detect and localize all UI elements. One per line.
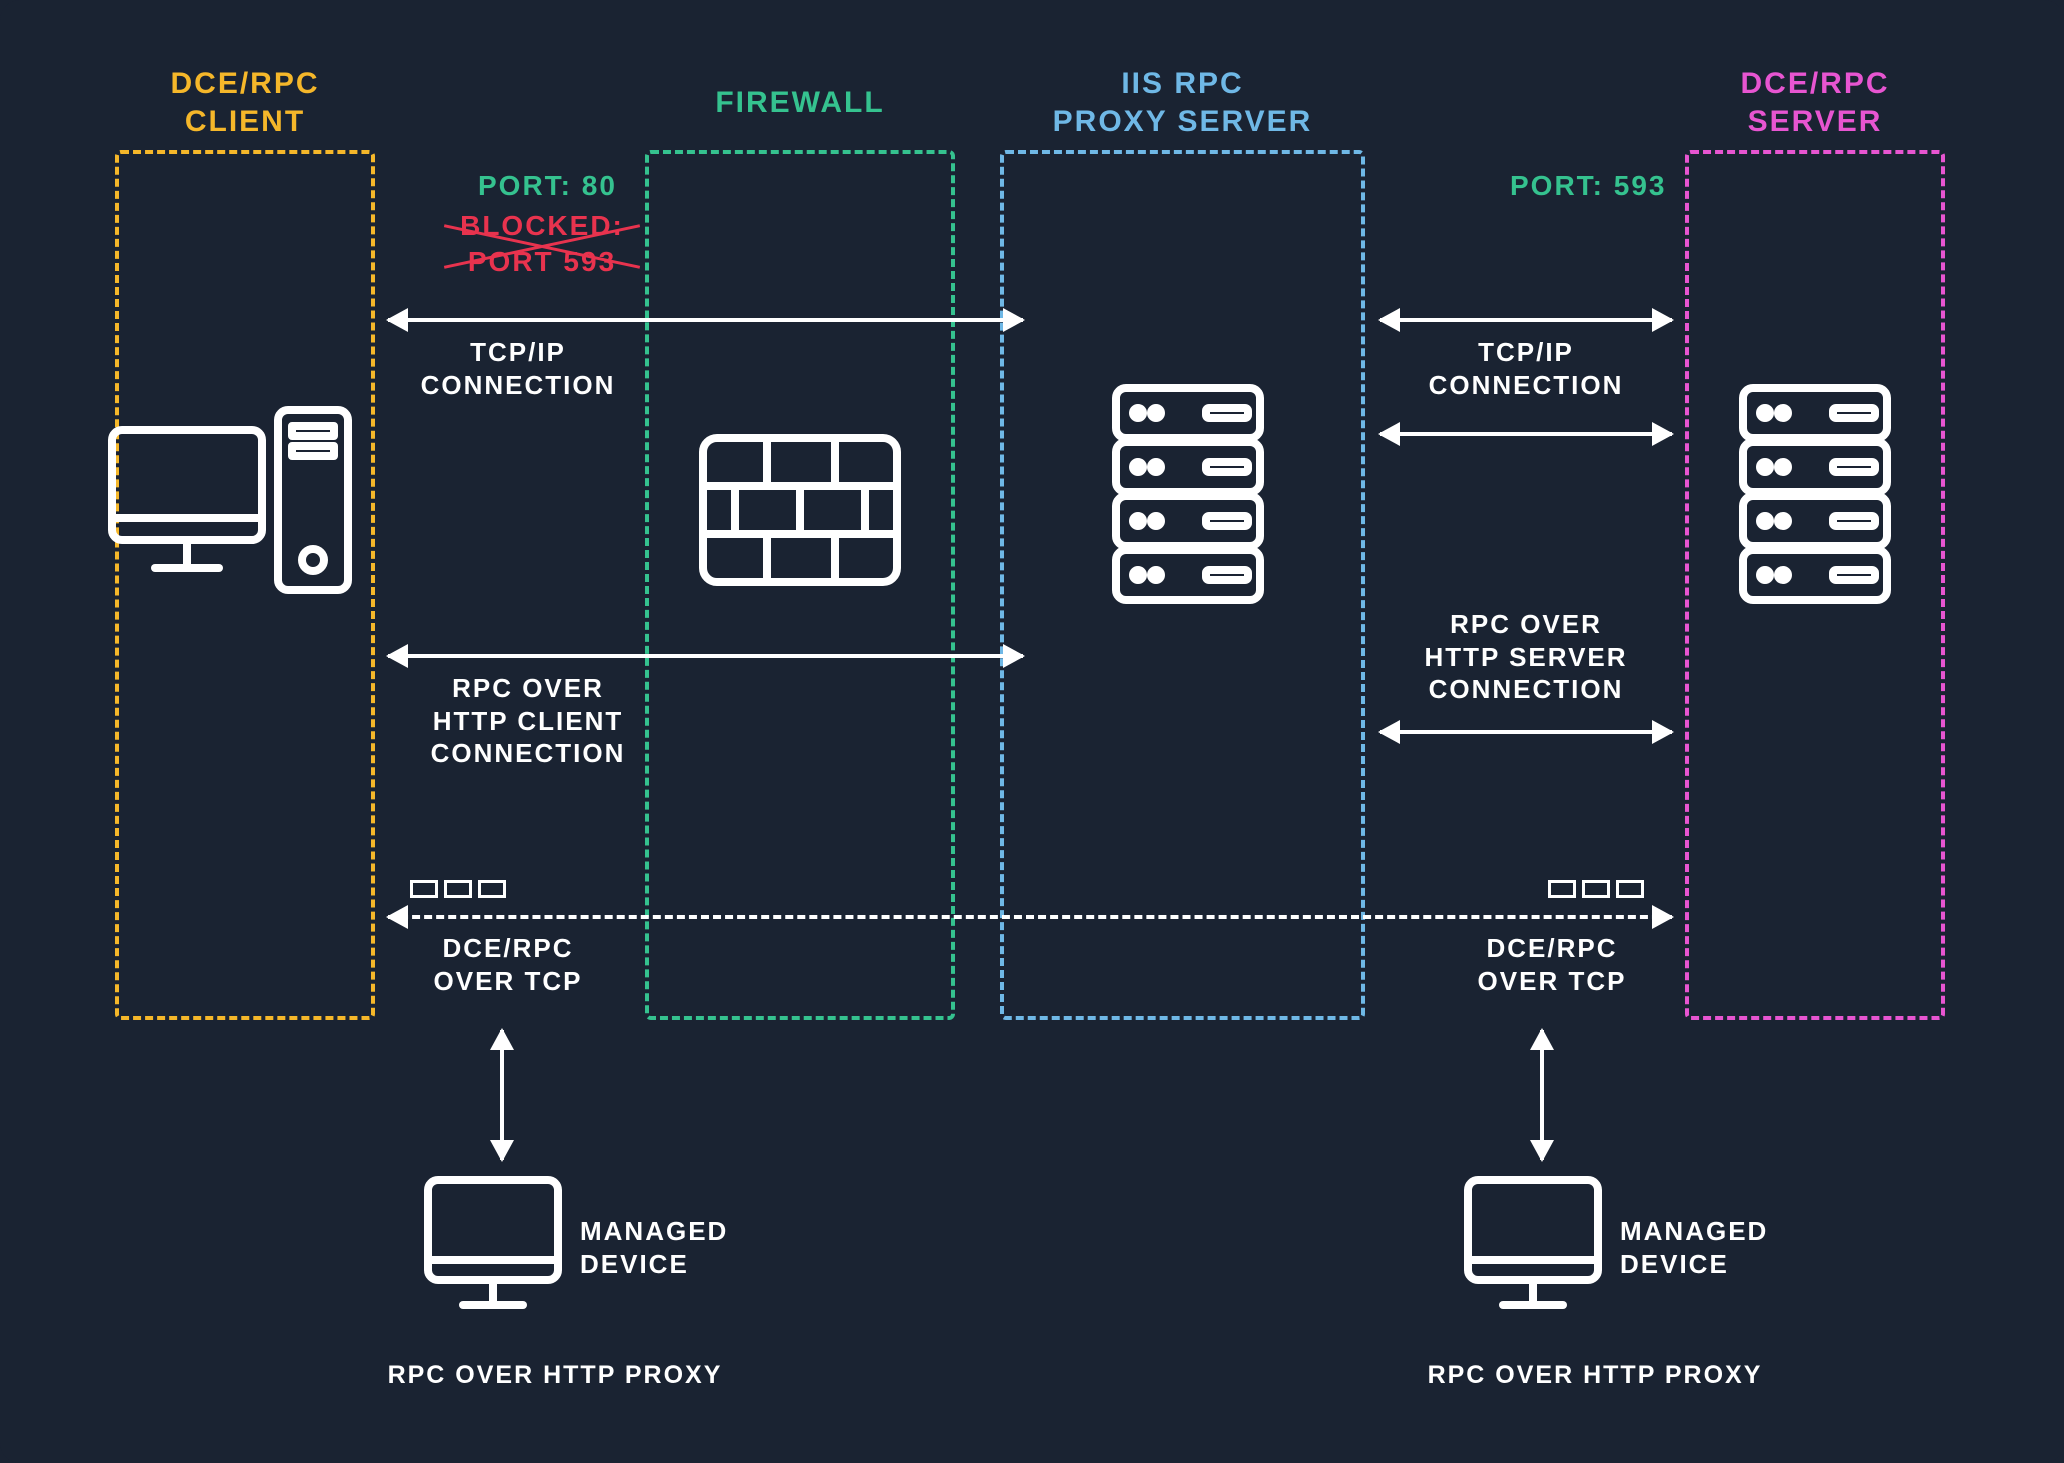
server-rack-icon (1735, 380, 1895, 610)
rpc-server-arrow (1380, 730, 1672, 734)
dce-label-left: DCE/RPCOVER TCP (388, 932, 628, 997)
managed-link-left (500, 1030, 504, 1160)
firewall-icon (695, 430, 905, 590)
tcp-arrow-left (388, 318, 1023, 322)
rpc-client-label: RPC OVERHTTP CLIENTCONNECTION (388, 672, 668, 770)
client-title: DCE/RPCCLIENT (115, 65, 375, 140)
packets-left-icon (410, 880, 506, 898)
tcp-label-left: TCP/IPCONNECTION (388, 336, 648, 401)
packets-right-icon (1548, 880, 1644, 898)
rpc-client-arrow (388, 654, 1023, 658)
managed-title-left: MANAGEDDEVICE (580, 1215, 780, 1280)
tcp-arrow-right-bottom (1380, 432, 1672, 436)
desktop-pc-icon (100, 400, 360, 610)
port-593-label: PORT: 593 (1510, 170, 1667, 202)
managed-caption-left: RPC OVER HTTP PROXY (365, 1360, 745, 1391)
monitor-icon (1458, 1170, 1608, 1325)
firewall-title: FIREWALL (645, 84, 955, 122)
server-rack-icon (1108, 380, 1268, 610)
port-80-label: PORT: 80 (478, 170, 617, 202)
proxy-title: IIS RPCPROXY SERVER (1000, 65, 1365, 140)
dce-arrow-dashed (388, 915, 1672, 919)
dce-label-right: DCE/RPCOVER TCP (1432, 932, 1672, 997)
managed-link-right (1540, 1030, 1544, 1160)
server-title: DCE/RPCSERVER (1685, 65, 1945, 140)
tcp-arrow-right-top (1380, 318, 1672, 322)
blocked-strike-icon (442, 210, 642, 280)
managed-caption-right: RPC OVER HTTP PROXY (1405, 1360, 1785, 1391)
monitor-icon (418, 1170, 568, 1325)
managed-title-right: MANAGEDDEVICE (1620, 1215, 1820, 1280)
tcp-label-right: TCP/IPCONNECTION (1380, 336, 1672, 401)
rpc-server-label: RPC OVERHTTP SERVERCONNECTION (1380, 608, 1672, 706)
